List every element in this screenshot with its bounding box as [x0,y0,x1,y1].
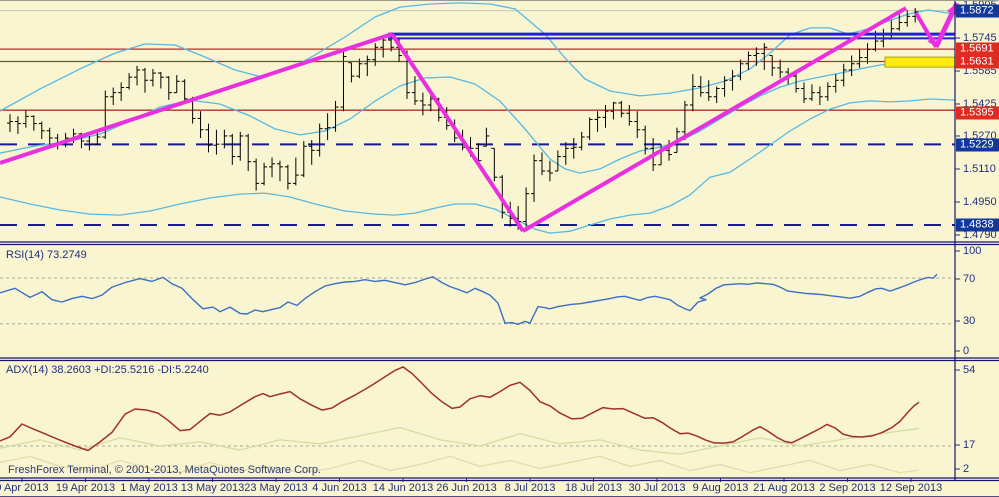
magenta-trendlines [0,6,908,233]
axis-tick-marks [21,4,960,482]
axis-tick-label: 17 [963,439,976,451]
axis-tick-label: 1.4950 [963,196,997,208]
horizontal-levels [0,48,955,227]
date-tick-label: 19 Apr 2013 [55,482,116,494]
price-level-badge: 1.5691 [956,42,999,56]
rsi-panel [0,273,955,325]
date-tick-label: 14 Jun 2013 [372,482,434,494]
date-tick-label: 23 May 2013 [244,482,308,494]
date-tick-label: 26 Jun 2013 [436,482,497,494]
date-tick-label: 13 May 2013 [180,482,245,494]
adx-value: 38.2603 [51,364,92,376]
rsi-title: RSI(14) [6,249,44,261]
axis-tick-label: 70 [963,273,976,285]
date-tick-label: 1 May 2013 [120,482,178,494]
axis-tick-label: 1.5745 [963,32,997,44]
axis-tick-label: 54 [963,364,976,376]
rsi-value: 73.2749 [46,249,87,261]
adx-minus-di: -DI:5.2240 [157,364,209,376]
price-level-badge: 1.5872 [956,4,999,18]
price-level-badge: 1.4838 [956,218,999,232]
magenta-forecast-arrows [914,1,960,49]
date-tick-label: 21 Aug 2013 [753,482,815,494]
copyright-text: FreshForex Terminal, © 2001-2013, MetaQu… [8,464,321,476]
date-tick-label: 4 Jun 2013 [312,482,367,494]
axis-tick-label: 100 [963,245,982,257]
rsi-indicator-label: RSI(14) 73.2749 [6,249,87,261]
axis-tick-label: 2 [963,463,970,475]
price-level-badge: 1.5229 [956,138,999,152]
blue-resistance-line [388,32,955,40]
ohlc-bars [7,8,919,230]
axis-tick-label: 1.4790 [963,229,997,241]
date-tick-label: 2 Sep 2013 [819,482,876,494]
price-level-badge: 1.5631 [956,55,999,69]
axis-tick-label: 30 [963,315,976,327]
adx-plus-di: +DI:25.5216 [94,364,155,376]
adx-panel [0,366,955,474]
adx-indicator-label: ADX(14) 38.2603 +DI:25.5216 -DI:5.2240 [6,364,209,376]
price-level-badge: 1.5395 [956,106,999,120]
axis-tick-label: 1.5110 [963,163,996,175]
date-tick-label: 30 Jul 2013 [628,482,686,494]
adx-title: ADX(14) [6,364,49,376]
axis-tick-label: 0 [963,345,970,357]
date-tick-label: 12 Sep 2013 [879,482,943,494]
date-tick-label: 9 Apr 2013 [0,482,49,494]
date-tick-label: 8 Jul 2013 [504,482,556,494]
date-tick-label: 18 Jul 2013 [565,482,622,494]
yellow-highlight-zone [884,56,958,68]
date-tick-label: 9 Aug 2013 [692,482,749,494]
